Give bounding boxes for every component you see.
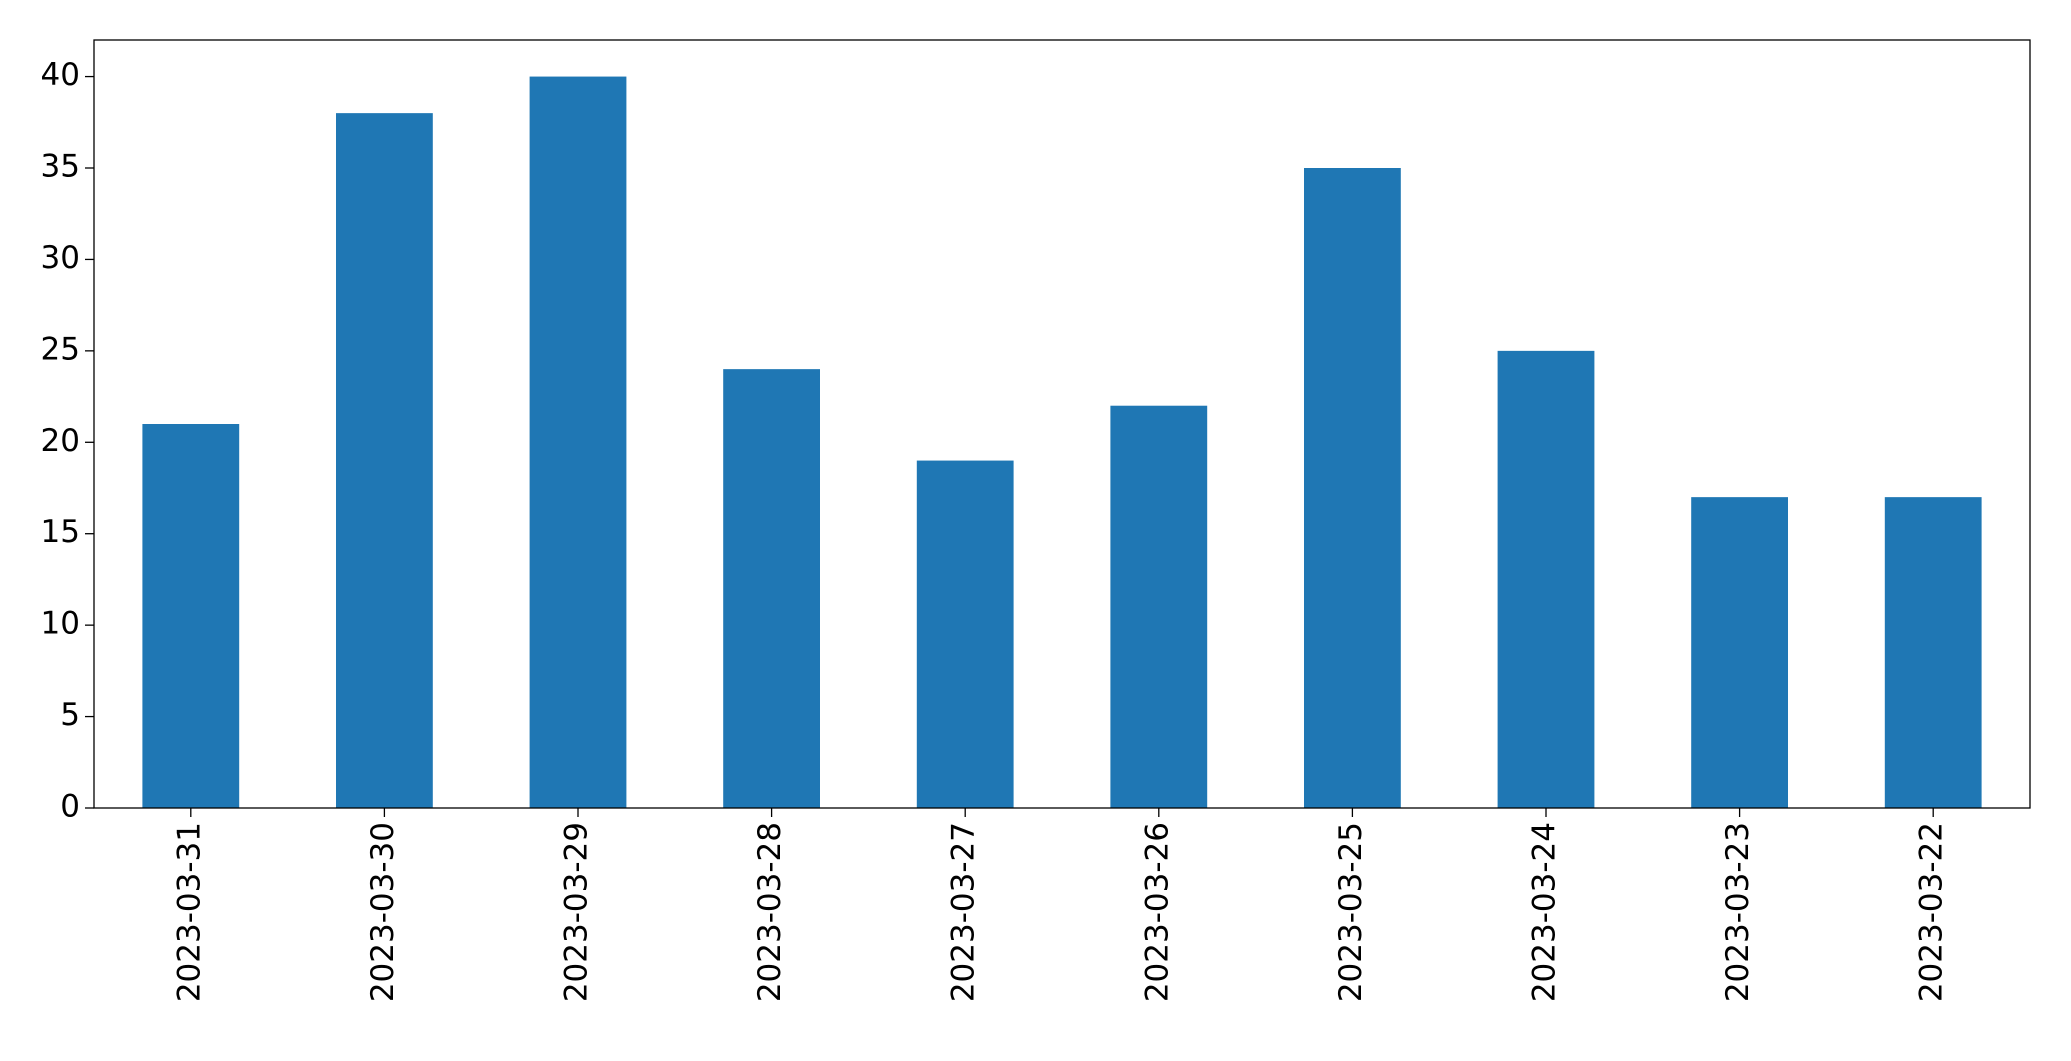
y-tick-label: 0: [60, 789, 80, 825]
y-tick-label: 20: [41, 423, 80, 459]
bar: [336, 113, 433, 808]
plot-frame: [93, 39, 2031, 809]
x-tick-label: 2023-03-27: [946, 822, 982, 1002]
bar: [529, 76, 627, 809]
x-tick-label: 2023-03-23: [1720, 822, 1756, 1002]
bar: [142, 424, 240, 808]
x-tick-label: 2023-03-25: [1333, 822, 1369, 1002]
bar: [1884, 497, 1982, 808]
bar: [1110, 405, 1208, 808]
x-tick-label: 2023-03-28: [752, 822, 788, 1002]
x-tick-label: 2023-03-26: [1139, 822, 1175, 1002]
y-tick-label: 30: [41, 240, 80, 276]
y-tick-label: 15: [41, 514, 80, 550]
x-tick-label: 2023-03-29: [559, 822, 595, 1002]
y-tick-label: 10: [41, 606, 80, 642]
bar: [1304, 168, 1401, 808]
x-tick-label: 2023-03-22: [1914, 822, 1950, 1002]
bar: [916, 460, 1014, 808]
x-tick-label: 2023-03-31: [171, 822, 207, 1002]
bar: [723, 369, 820, 808]
bar: [1691, 497, 1788, 808]
y-tick-label: 25: [41, 331, 80, 367]
x-tick-label: 2023-03-30: [365, 822, 401, 1002]
x-tick-label: 2023-03-24: [1527, 822, 1563, 1002]
y-tick-label: 40: [41, 57, 80, 93]
y-tick-label: 35: [41, 149, 80, 185]
y-tick-label: 5: [60, 697, 80, 733]
bar: [1497, 350, 1595, 808]
